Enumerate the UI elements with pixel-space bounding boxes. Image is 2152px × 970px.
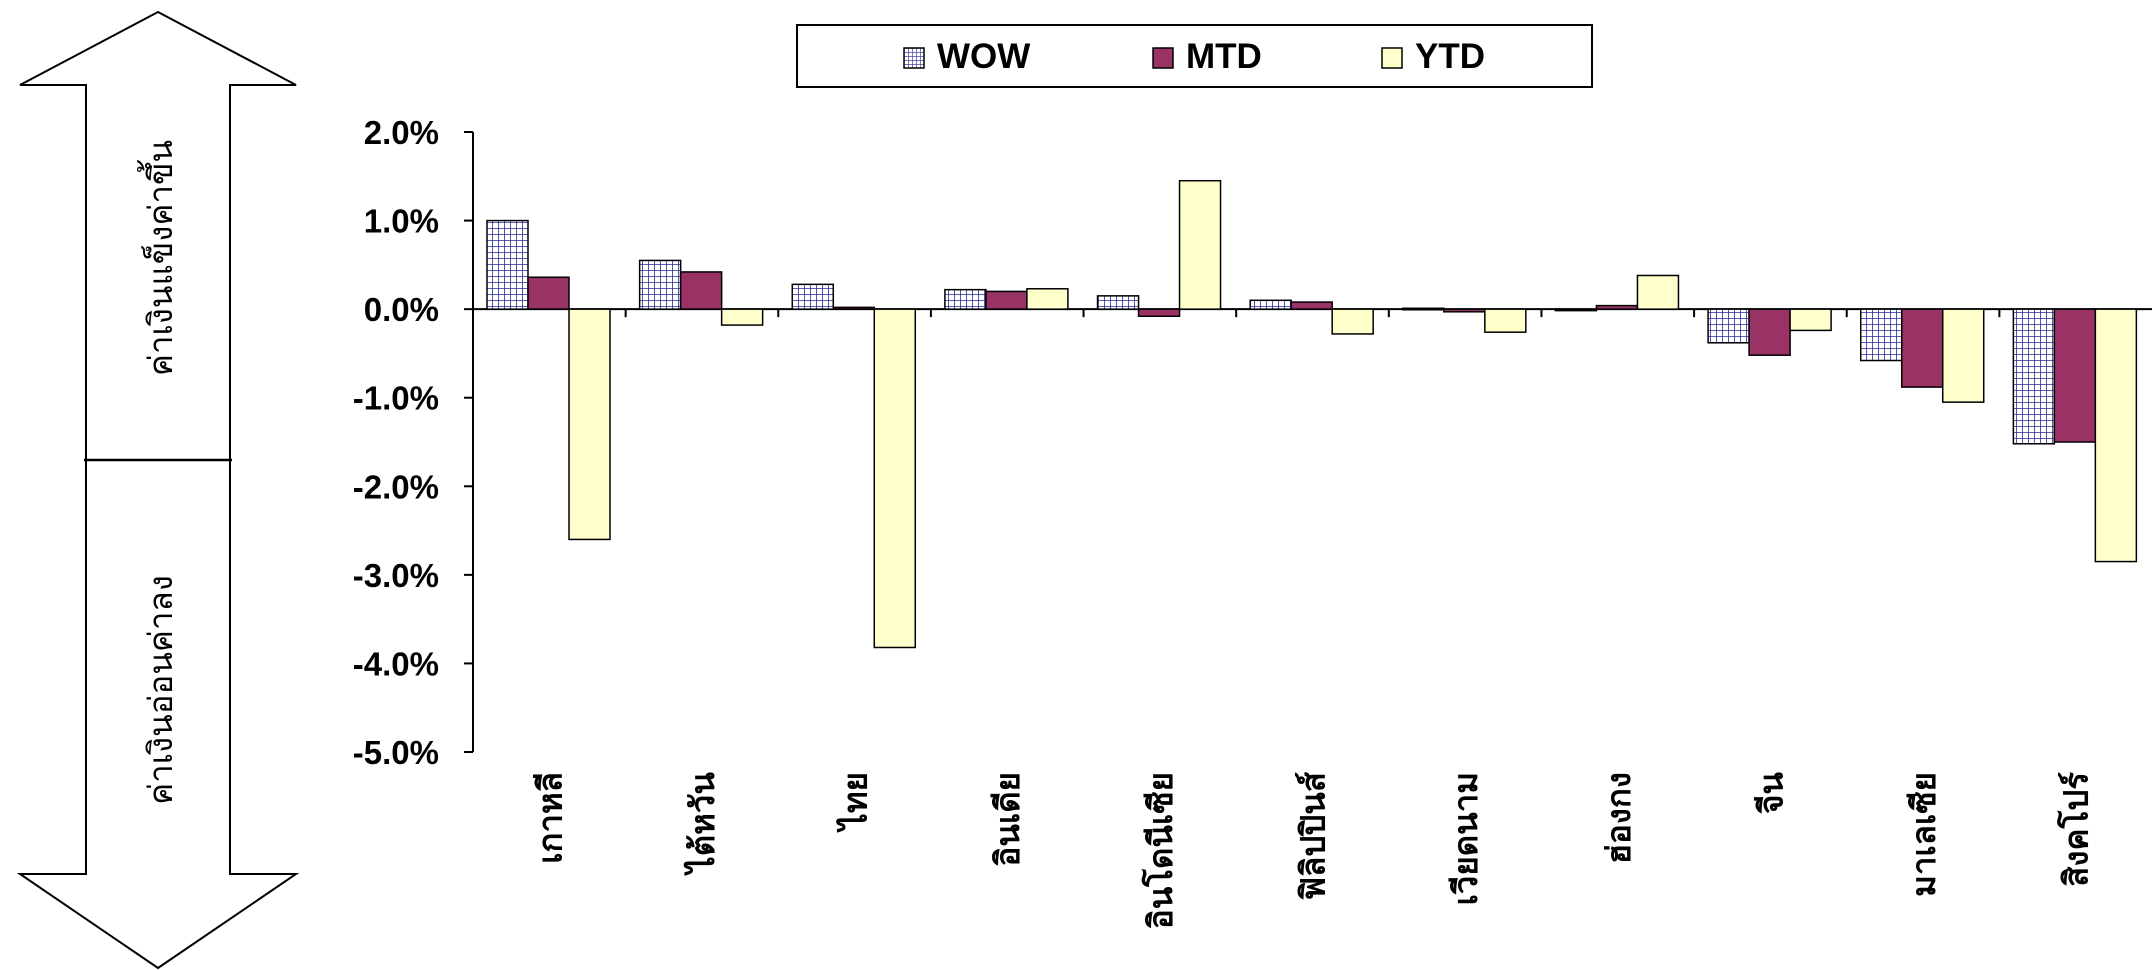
category-label: สิงคโปร์ [2057,772,2096,887]
bar-wow [1096,295,1140,310]
bars [486,179,2138,649]
y-tick-label: 2.0% [364,114,439,151]
legend-swatch-ytd [1381,47,1403,69]
bar-wow [791,283,835,310]
arrow-up-label: ค่าเงินแข็งค่าขึ้น [137,140,180,376]
legend-label-mtd: MTD [1186,37,1262,76]
category-label: เวียดนาม [1446,772,1485,905]
y-tick-label: -4.0% [353,645,439,682]
category-label: เกาหลี [530,772,569,864]
category-label: ฮ่องกง [1599,772,1638,864]
bar-ytd [2094,308,2138,563]
bar-mtd [832,306,876,310]
bar-mtd [1443,308,1486,313]
bar-ytd [1178,179,1222,310]
category-label: ฟิลิปปินส์ [1294,771,1333,900]
bar-wow [1707,308,1750,344]
y-tick-label: -3.0% [353,557,439,594]
legend-swatch-mtd [1152,47,1174,69]
arrow-down-shape [16,459,300,970]
bar-ytd [1026,288,1069,310]
y-tick-label: 0.0% [364,291,439,328]
category-labels: เกาหลี ไต้หวัน ไทย อินเดีย อินโดนีเซีย ฟิลิปป… [530,771,2095,929]
category-label: ไทย [836,772,875,833]
bar-wow [1554,308,1598,312]
y-tick-label: -1.0% [353,380,439,417]
bar-mtd [1137,308,1181,317]
y-tick-label: -5.0% [353,734,439,771]
category-label: ไต้หวัน [683,772,722,876]
arrow-down-label: ค่าเงินอ่อนค่าลง [141,575,180,805]
bar-wow [944,288,987,310]
bar-ytd [1941,308,1985,403]
bar-ytd [1484,308,1527,333]
bar-mtd [1748,308,1791,356]
legend-swatch-wow [903,47,925,69]
bar-ytd [568,308,611,541]
bar-mtd [1595,304,1639,310]
bar-ytd [720,308,764,326]
bar-mtd [985,290,1028,310]
y-tick-label: -2.0% [353,468,439,505]
bar-wow [486,219,529,310]
bar-wow [1402,307,1445,311]
category-label: อินโดนีเซีย [1141,772,1180,929]
bar-wow [2012,308,2056,445]
category-label: อินเดีย [988,772,1027,866]
bar-wow [1859,308,1903,362]
bar-ytd [1636,274,1680,310]
bar-ytd [873,308,917,649]
bar-ytd [1331,308,1374,335]
category-label: จีน [1751,772,1790,814]
bar-mtd [1900,308,1944,388]
bar-wow [1249,299,1292,310]
strength-arrow: ค่าเงินแข็งค่าขึ้น ค่าเงินอ่อนค่าลง [16,10,300,970]
legend-label-wow: WOW [937,37,1030,76]
legend: WOW MTD YTD [796,24,1593,88]
category-label: มาเลเซีย [1904,772,1943,897]
bar-mtd [679,271,723,310]
bar-ytd [1789,308,1832,332]
legend-label-ytd: YTD [1415,37,1485,76]
bar-wow [638,259,682,310]
bar-mtd [1290,301,1333,310]
bar-mtd [527,276,570,310]
bar-mtd [2053,308,2097,443]
y-axis: 2.0% 1.0% 0.0% -1.0% -2.0% -3.0% -4.0% -5.0% [353,114,474,771]
y-tick-label: 1.0% [364,203,439,240]
